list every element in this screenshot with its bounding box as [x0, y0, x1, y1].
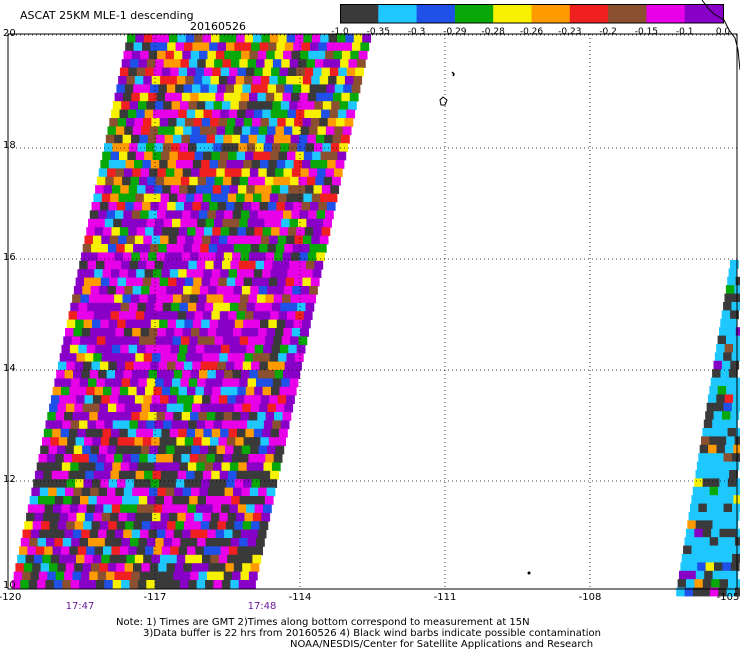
lon-label-111: -111 [433, 592, 457, 603]
lon-label-117: -117 [143, 592, 167, 603]
colorbar-segment [531, 5, 571, 23]
lat-label-12: 12 [3, 474, 16, 485]
lon-label-114: -114 [288, 592, 312, 603]
lat-label-16: 16 [3, 252, 16, 263]
lat-label-10: 10 [3, 580, 16, 591]
colorbar-label: 0.0 [715, 27, 731, 37]
colorbar-label: -0.15 [634, 27, 659, 37]
colorbar-label: -0.26 [519, 27, 544, 37]
lat-label-20: 20 [3, 28, 16, 39]
colorbar-segment [378, 5, 418, 23]
lat-label-18: 18 [3, 140, 16, 151]
colorbar-label: -0.35 [366, 27, 390, 37]
island-3 [527, 571, 531, 575]
time-label-1: 17:47 [65, 601, 95, 612]
island-2 [439, 96, 448, 106]
note-line-1: Note: 1) Times are GMT 2)Times along bot… [116, 617, 530, 628]
colorbar [340, 4, 724, 24]
colorbar-segment [340, 5, 379, 23]
map-frame [7, 33, 738, 590]
colorbar-segment [646, 5, 686, 23]
note-line-2: 3)Data buffer is 22 hrs from 20160526 4)… [143, 628, 601, 639]
note-line-3: NOAA/NESDIS/Center for Satellite Applica… [290, 639, 594, 650]
colorbar-label: -1.0 [331, 27, 349, 37]
lon-label-108: -108 [578, 592, 602, 603]
island-1 [451, 71, 455, 77]
colorbar-segment [493, 5, 532, 23]
colorbar-label: -0.23 [558, 27, 582, 37]
lon-label-105: -105 [716, 592, 740, 603]
lat-lon-grid [8, 34, 737, 589]
lat-label-14: 14 [3, 363, 16, 374]
colorbar-segment [684, 5, 724, 23]
east-swath [676, 260, 740, 597]
map-title: ASCAT 25KM MLE-1 descending [20, 9, 194, 22]
time-label-2: 17:48 [247, 601, 277, 612]
colorbar-label: -0.1 [675, 27, 694, 37]
colorbar-segment [454, 5, 494, 23]
colorbar-label: -0.3 [407, 27, 426, 37]
main-swath [11, 34, 371, 589]
map-date: 20160526 [190, 20, 246, 33]
colorbar-segment [608, 5, 647, 23]
colorbar-label: -0.29 [443, 27, 467, 37]
colorbar-label: -0.2 [599, 27, 617, 37]
colorbar-segment [416, 5, 456, 23]
lon-label-120: -120 [0, 592, 22, 603]
colorbar-label: -0.28 [481, 27, 505, 37]
colorbar-segment [569, 5, 609, 23]
